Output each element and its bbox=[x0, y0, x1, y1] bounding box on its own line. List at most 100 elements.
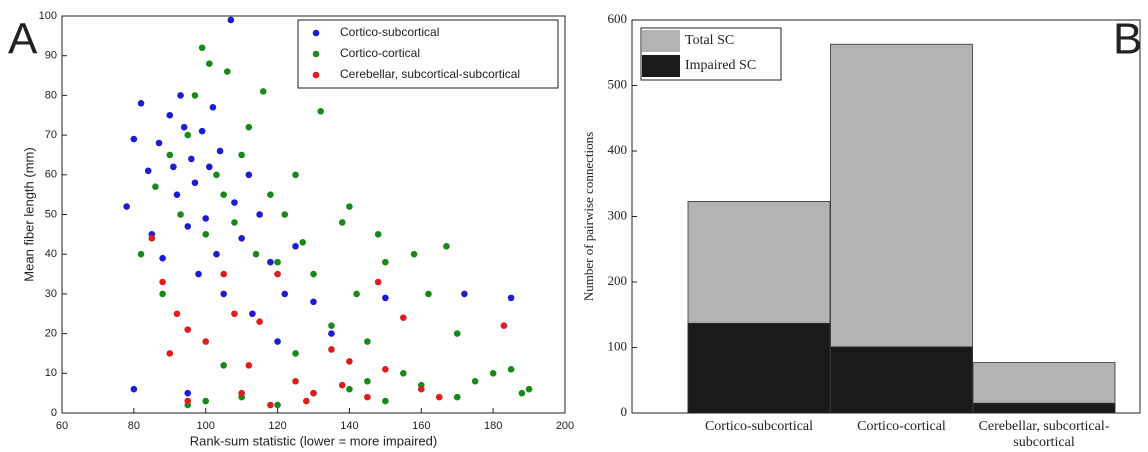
point bbox=[400, 370, 407, 377]
point bbox=[489, 370, 497, 377]
x-tick-label: 60 bbox=[56, 420, 68, 432]
point bbox=[346, 203, 353, 210]
point bbox=[525, 385, 533, 393]
point bbox=[231, 310, 238, 318]
point bbox=[202, 231, 210, 238]
point bbox=[144, 167, 152, 175]
legend-marker bbox=[312, 50, 320, 58]
legend-swatch bbox=[642, 55, 680, 77]
point bbox=[267, 191, 274, 198]
bar bbox=[972, 402, 1116, 414]
point bbox=[471, 377, 479, 385]
point bbox=[249, 310, 256, 318]
point bbox=[195, 270, 202, 278]
point bbox=[435, 393, 443, 401]
point bbox=[123, 203, 130, 210]
point bbox=[328, 346, 335, 353]
point bbox=[453, 330, 461, 337]
x-tick-label: 80 bbox=[128, 420, 140, 432]
point bbox=[177, 92, 184, 99]
point bbox=[292, 350, 299, 357]
bar bbox=[687, 322, 831, 414]
point bbox=[382, 366, 389, 373]
point bbox=[256, 318, 263, 325]
point bbox=[453, 393, 461, 401]
y-tick-label: 20 bbox=[45, 328, 57, 340]
point bbox=[281, 211, 289, 218]
point bbox=[213, 250, 220, 258]
y-tick-label: 100 bbox=[39, 10, 57, 22]
y-tick-label: 600 bbox=[608, 11, 628, 26]
point bbox=[292, 171, 299, 179]
point bbox=[137, 250, 145, 258]
point bbox=[184, 397, 192, 405]
point bbox=[346, 358, 353, 365]
point bbox=[148, 235, 156, 242]
legend-label: Cerebellar, subcortical-subcortical bbox=[340, 67, 520, 81]
point bbox=[425, 290, 432, 298]
point bbox=[166, 111, 174, 119]
panel-label: A bbox=[8, 15, 38, 64]
point bbox=[274, 258, 281, 266]
y-tick-label: 30 bbox=[45, 288, 57, 300]
point bbox=[256, 211, 263, 218]
point bbox=[198, 127, 206, 135]
x-axis-label: Rank-sum statistic (lower = more impaire… bbox=[190, 433, 437, 448]
point bbox=[346, 385, 353, 393]
point bbox=[364, 377, 371, 385]
point bbox=[159, 254, 166, 262]
point bbox=[461, 290, 468, 298]
x-tick-label: 200 bbox=[556, 420, 574, 432]
point bbox=[382, 397, 389, 405]
point bbox=[259, 88, 267, 95]
point bbox=[364, 393, 371, 401]
point bbox=[443, 242, 450, 250]
point bbox=[281, 290, 289, 298]
x-tick-label: 100 bbox=[197, 420, 215, 432]
point bbox=[500, 322, 508, 329]
point bbox=[220, 191, 227, 198]
point bbox=[180, 123, 188, 131]
y-tick-label: 0 bbox=[621, 404, 628, 419]
point bbox=[274, 401, 281, 409]
y-tick-label: 0 bbox=[51, 407, 57, 419]
point bbox=[231, 199, 238, 206]
legend-label: Impaired SC bbox=[685, 58, 756, 73]
panel-label: B bbox=[1113, 15, 1142, 64]
point bbox=[173, 191, 181, 198]
point bbox=[216, 147, 224, 155]
point bbox=[152, 183, 159, 191]
point bbox=[400, 314, 407, 322]
point bbox=[252, 250, 260, 258]
point bbox=[220, 270, 227, 278]
x-tick-label: Cortico-cortical bbox=[857, 419, 946, 434]
point bbox=[338, 219, 346, 226]
point bbox=[223, 68, 231, 75]
point bbox=[220, 362, 227, 369]
legend-box bbox=[297, 19, 559, 89]
point bbox=[202, 397, 210, 405]
point bbox=[417, 385, 425, 393]
point bbox=[155, 139, 163, 147]
point bbox=[166, 151, 174, 159]
point bbox=[507, 294, 515, 302]
x-tick-label: 160 bbox=[412, 420, 430, 432]
point bbox=[177, 211, 184, 218]
point bbox=[338, 381, 346, 389]
point bbox=[410, 250, 418, 258]
legend-swatch bbox=[642, 30, 680, 52]
point bbox=[245, 362, 253, 369]
point bbox=[191, 179, 199, 187]
point bbox=[317, 107, 324, 115]
point bbox=[130, 385, 138, 393]
point bbox=[303, 397, 310, 405]
y-axis-label: Mean fiber length (mm) bbox=[21, 147, 36, 281]
point bbox=[231, 219, 238, 226]
plot-frame bbox=[631, 19, 1141, 414]
point bbox=[227, 16, 235, 24]
point bbox=[382, 258, 389, 266]
point bbox=[184, 131, 192, 139]
legend-label: Total SC bbox=[685, 33, 734, 48]
